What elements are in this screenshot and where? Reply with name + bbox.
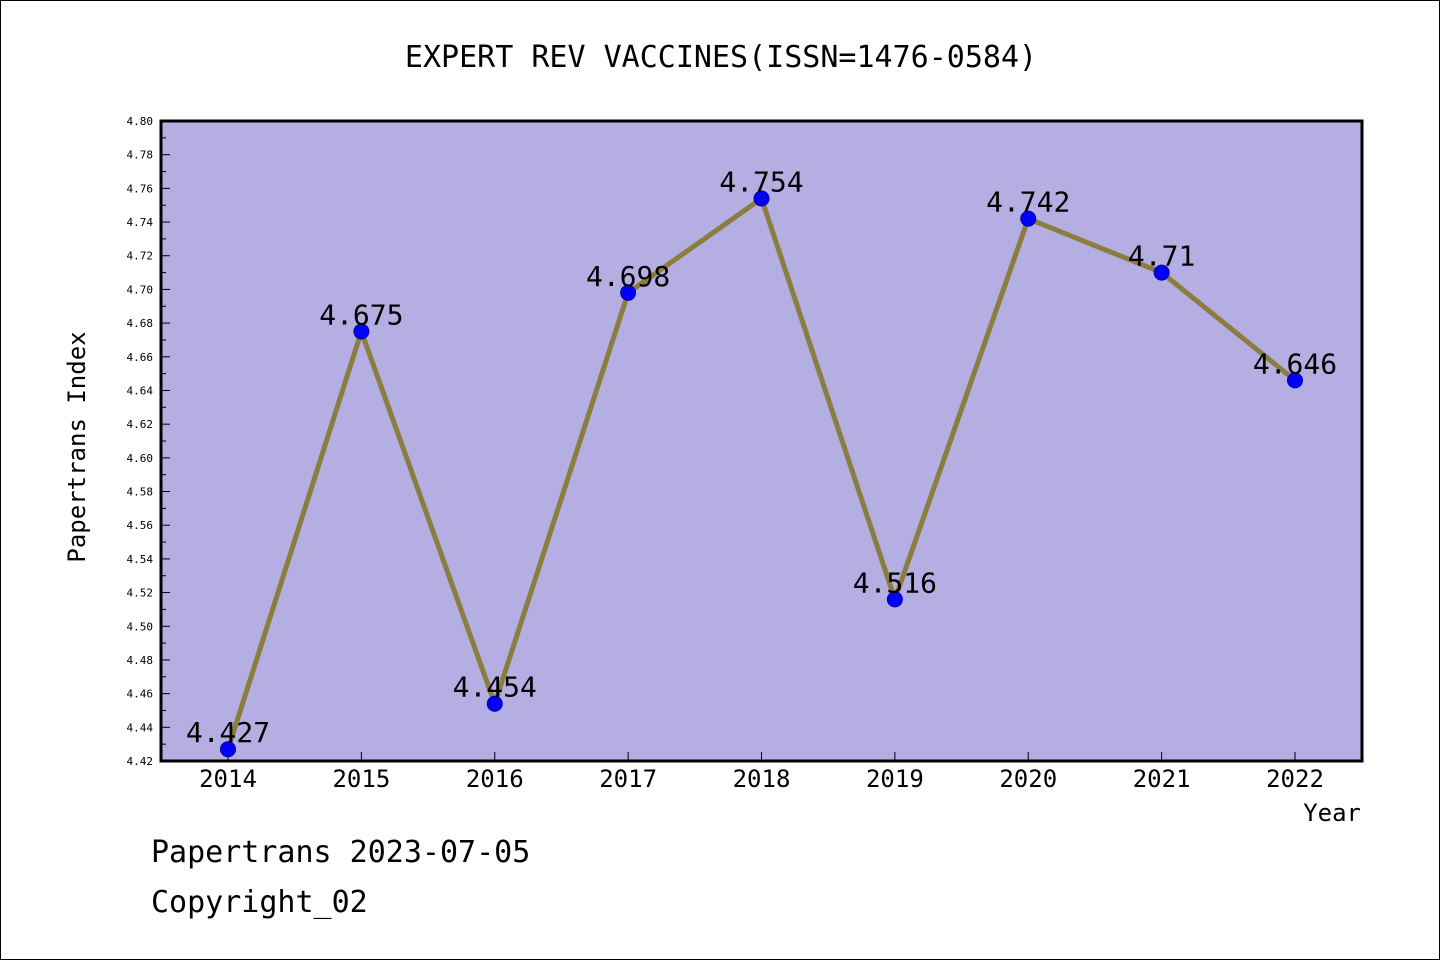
x-tick-label: 2016 [466,765,524,793]
y-tick-label: 4.66 [127,351,154,364]
data-label: 4.646 [1253,347,1337,380]
x-axis: 2014 2015 2016 2017 2018 2019 2020 2021 2022 [199,752,1324,793]
data-point [1287,372,1303,389]
y-tick-label: 4.50 [127,620,154,633]
data-point [220,741,236,758]
y-axis: 4.42 4.44 4.46 4.48 4.50 4.52 4.54 4.56 4.58 4.60… [127,115,170,768]
data-point [886,591,903,608]
y-axis-title: Papertrans Index [63,331,91,562]
x-tick-label: 2015 [332,765,390,793]
plot-border [159,119,1364,763]
plot-area [161,121,1362,761]
y-tick-label: 4.48 [127,654,154,667]
data-point [753,190,770,207]
y-tick-label: 4.76 [127,182,154,195]
data-label: 4.698 [586,260,670,293]
y-tick-label: 4.52 [127,587,154,600]
copyright-text: Copyright_02 [151,885,368,920]
x-tick-label: 2014 [199,765,257,793]
y-tick-label: 4.80 [127,115,154,128]
x-tick-label: 2020 [999,765,1057,793]
y-tick-label: 4.72 [127,250,154,263]
data-label: 4.427 [186,716,270,749]
y-tick-label: 4.54 [127,553,154,566]
data-label: 4.454 [453,671,537,704]
y-tick-label: 4.44 [127,721,154,734]
y-tick-label: 4.74 [127,216,154,229]
data-point [620,284,637,301]
date-stamp: Papertrans 2023-07-05 [151,835,531,870]
data-label: 4.516 [853,566,937,599]
y-tick-label: 4.56 [127,519,154,532]
y-tick-label: 4.78 [127,149,154,162]
y-tick-label: 4.70 [127,283,154,296]
data-point [1020,210,1037,227]
data-label: 4.754 [719,165,803,198]
data-label: 4.742 [986,186,1070,219]
x-tick-label: 2018 [733,765,791,793]
y-tick-label: 4.60 [127,452,154,465]
y-tick-label: 4.68 [127,317,154,330]
x-tick-label: 2022 [1266,765,1324,793]
data-point [486,695,503,712]
y-tick-label: 4.46 [127,688,154,701]
x-tick-label: 2017 [599,765,657,793]
data-label: 4.71 [1128,240,1195,273]
y-tick-label: 4.42 [127,755,154,768]
data-point [353,323,370,340]
x-tick-label: 2019 [866,765,924,793]
data-point [1153,264,1170,281]
data-label: 4.675 [319,299,403,332]
y-tick-label: 4.62 [127,418,154,431]
data-labels-group: 4.427 4.675 4.454 4.698 4.754 4.516 4.742 4.71 4… [186,165,1337,749]
x-tick-label: 2021 [1133,765,1191,793]
chart-title: EXPERT REV VACCINES(ISSN=1476-0584) [405,40,1037,75]
y-tick-label: 4.58 [127,486,154,499]
x-axis-title: Year [1303,799,1361,827]
y-tick-label: 4.64 [127,384,154,397]
series-points-group [220,190,1303,758]
